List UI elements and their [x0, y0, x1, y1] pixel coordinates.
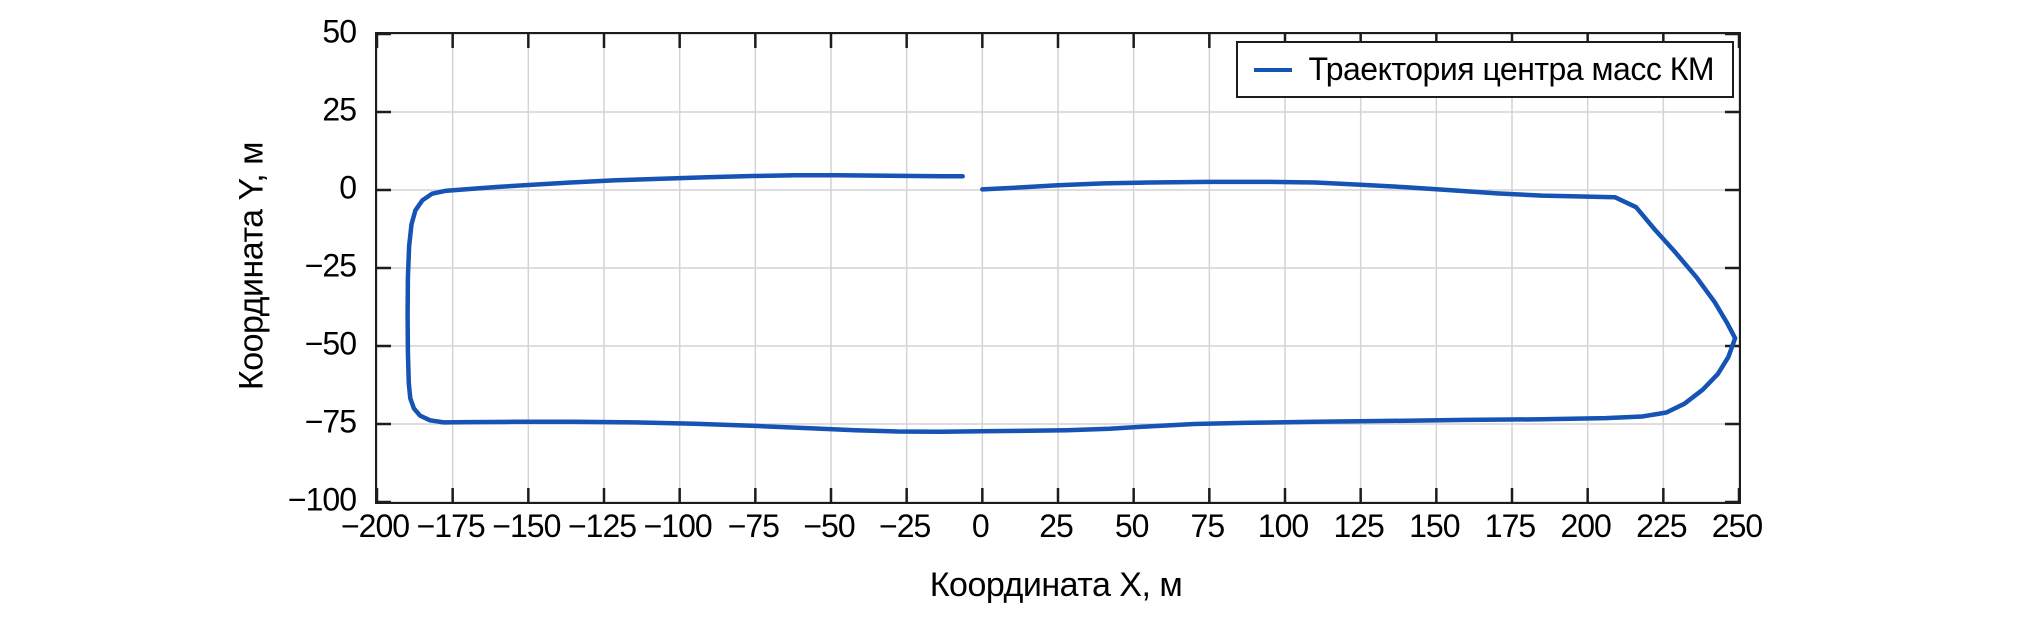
x-tick-label: 250: [1711, 508, 1763, 544]
legend: Траектория центра масс КМ: [1236, 41, 1734, 98]
y-tick-label: −75: [304, 403, 357, 440]
x-tick-label: 175: [1484, 508, 1536, 544]
y-axis-title: Координата Y, м: [232, 141, 271, 391]
plot-svg: [377, 34, 1739, 502]
y-tick-label: −25: [304, 247, 357, 284]
x-tick-label: −100: [643, 508, 713, 544]
tick-marks: [377, 34, 1739, 502]
x-tick-label: 200: [1560, 508, 1611, 544]
x-tick-label: 25: [1039, 508, 1074, 544]
x-tick-label: −125: [567, 508, 637, 544]
plot-area: Траектория центра масс КМ: [375, 32, 1741, 504]
x-tick-label: −200: [340, 508, 410, 544]
x-tick-label: 100: [1257, 508, 1309, 544]
x-tick-label: −175: [416, 508, 486, 544]
y-tick-label: −50: [304, 325, 357, 362]
y-tick-label: 0: [339, 169, 357, 206]
x-tick-label: −150: [492, 508, 561, 544]
x-tick-label: 225: [1636, 508, 1687, 544]
x-tick-label: −75: [727, 508, 780, 544]
x-tick-label: 125: [1333, 508, 1384, 544]
legend-line-sample-icon: [1254, 67, 1293, 72]
x-tick-label: −25: [879, 508, 931, 544]
y-tick-label: −100: [287, 481, 357, 518]
y-tick-label: 25: [322, 91, 357, 128]
x-tick-label: 0: [971, 508, 990, 544]
grid: [377, 34, 1739, 502]
y-tick-label: 50: [322, 13, 357, 50]
x-tick-label: −50: [803, 508, 855, 544]
x-tick-label: 150: [1409, 508, 1460, 544]
x-axis-title: Координата X, м: [929, 566, 1183, 604]
x-tick-label: 75: [1190, 508, 1226, 544]
trajectory-line: [405, 173, 1738, 435]
x-tick-label: 50: [1114, 508, 1150, 544]
legend-label: Траектория центра масс КМ: [1308, 51, 1714, 87]
